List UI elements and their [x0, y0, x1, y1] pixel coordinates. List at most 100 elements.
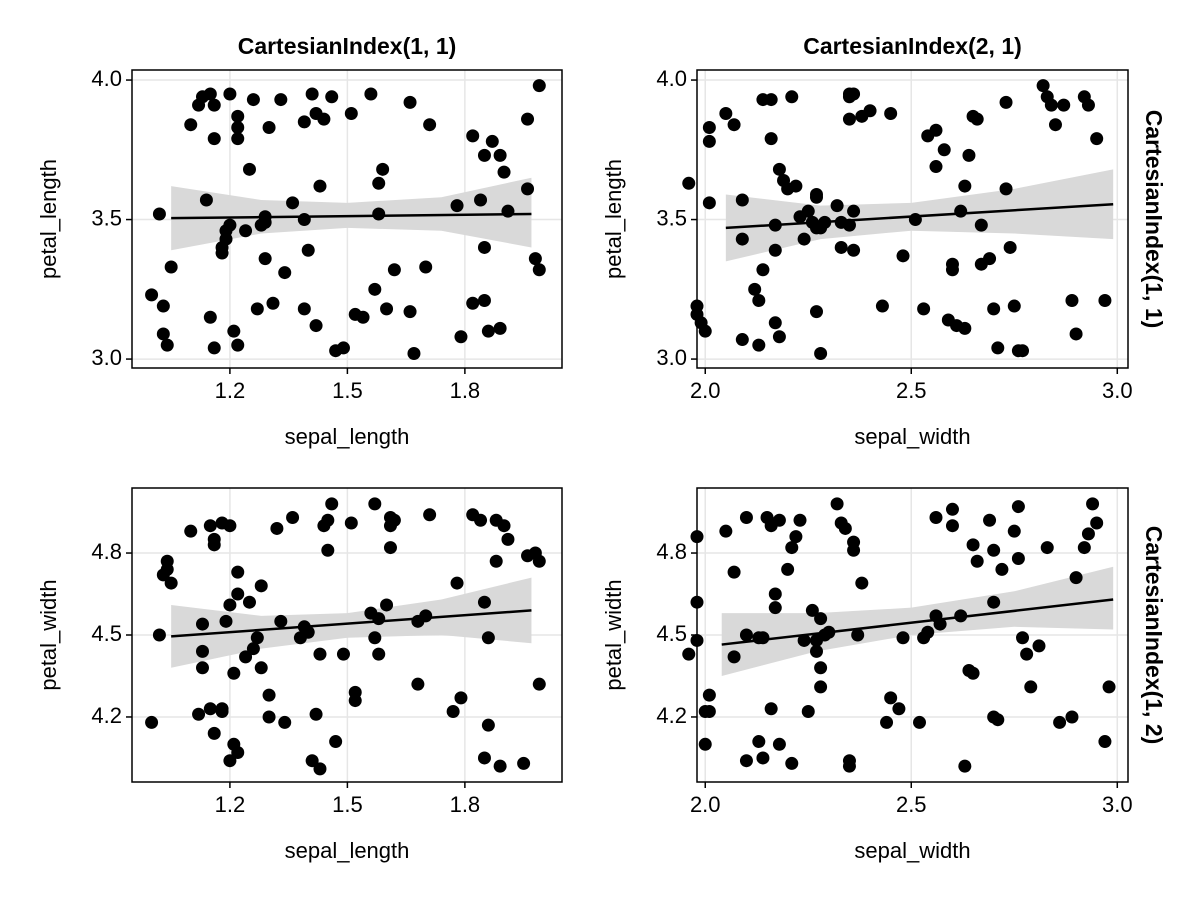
point	[160, 562, 174, 576]
y-axis-label: petal_width	[601, 579, 626, 690]
point	[801, 204, 815, 218]
point	[466, 296, 480, 310]
point	[305, 87, 319, 101]
point	[966, 666, 980, 680]
point	[917, 302, 931, 316]
point	[207, 538, 221, 552]
y-tick-label: 4.0	[656, 66, 687, 91]
point	[258, 252, 272, 266]
point	[313, 647, 327, 661]
point	[1036, 79, 1050, 93]
fit-line	[725, 202, 1114, 230]
point	[454, 691, 468, 705]
point	[419, 260, 433, 274]
y-tick-label: 4.8	[91, 539, 122, 564]
point	[497, 519, 511, 533]
point	[223, 87, 237, 101]
point	[814, 346, 828, 360]
point	[207, 341, 221, 355]
point	[231, 109, 245, 123]
point	[387, 263, 401, 277]
point	[958, 179, 972, 193]
point	[207, 98, 221, 112]
point	[477, 751, 491, 765]
y-tick-label: 4.2	[91, 703, 122, 728]
point	[254, 579, 268, 593]
point	[698, 324, 712, 338]
point	[274, 93, 288, 107]
point	[450, 199, 464, 213]
point	[454, 330, 468, 344]
point	[772, 330, 786, 344]
point	[739, 754, 753, 768]
point	[517, 756, 531, 770]
point	[1016, 631, 1030, 645]
point	[301, 625, 315, 639]
panel-title: CartesianIndex(1, 1)	[238, 33, 457, 59]
point	[160, 338, 174, 352]
point	[682, 647, 696, 661]
point	[847, 87, 861, 101]
point	[1065, 293, 1079, 307]
point	[450, 576, 464, 590]
point	[847, 243, 861, 257]
point	[203, 87, 217, 101]
x-tick-label: 2.0	[690, 378, 721, 403]
point	[719, 524, 733, 538]
point	[521, 112, 535, 126]
y-tick-label: 3.5	[91, 205, 122, 230]
point	[301, 243, 315, 257]
row-label: CartesianIndex(1, 2)	[1141, 526, 1167, 745]
point	[227, 666, 241, 680]
point	[719, 107, 733, 121]
point	[768, 601, 782, 615]
point	[372, 207, 386, 221]
point	[834, 240, 848, 254]
point	[532, 677, 546, 691]
point	[789, 530, 803, 544]
point	[970, 112, 984, 126]
x-tick-label: 3.0	[1102, 378, 1133, 403]
point	[231, 338, 245, 352]
point	[945, 502, 959, 516]
point	[1040, 541, 1054, 555]
point	[847, 204, 861, 218]
point	[207, 132, 221, 146]
point	[501, 532, 515, 546]
axes-frame	[696, 69, 1129, 369]
x-tick-label: 1.2	[215, 378, 246, 403]
point	[532, 79, 546, 93]
point	[152, 628, 166, 642]
point	[1090, 516, 1104, 530]
point	[987, 543, 1001, 557]
point	[387, 513, 401, 527]
point	[254, 661, 268, 675]
point	[325, 497, 339, 511]
point	[735, 232, 749, 246]
point	[270, 521, 284, 535]
point	[801, 705, 815, 719]
point	[156, 299, 170, 313]
point	[164, 260, 178, 274]
point	[785, 90, 799, 104]
fit-line	[171, 609, 532, 638]
point	[477, 240, 491, 254]
point	[1065, 710, 1079, 724]
point	[702, 688, 716, 702]
point	[528, 252, 542, 266]
point	[838, 521, 852, 535]
point	[274, 614, 288, 628]
point	[286, 196, 300, 210]
point	[735, 193, 749, 207]
point	[297, 115, 311, 129]
point	[521, 182, 535, 196]
point	[1081, 98, 1095, 112]
point	[752, 293, 766, 307]
point	[317, 112, 331, 126]
point	[344, 516, 358, 530]
point	[246, 93, 260, 107]
point	[756, 631, 770, 645]
point	[493, 321, 507, 335]
point	[983, 252, 997, 266]
y-tick-label: 3.0	[91, 345, 122, 370]
